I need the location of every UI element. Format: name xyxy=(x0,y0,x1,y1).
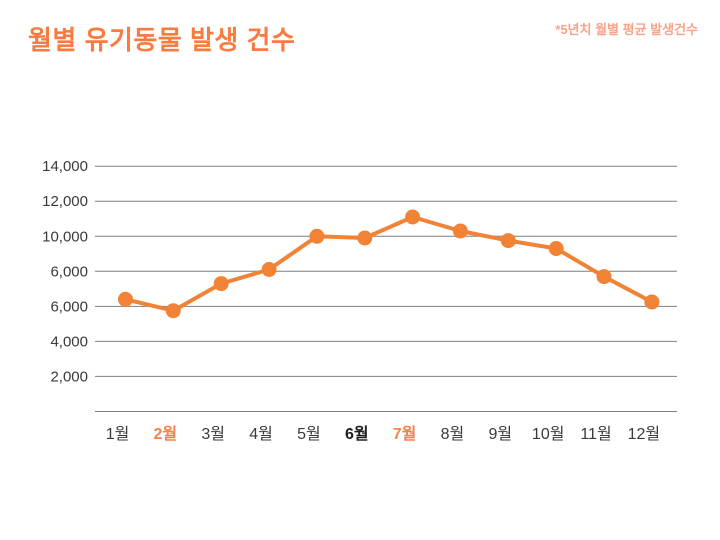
y-tick-label-10000: 10,000 xyxy=(42,228,88,245)
y-tick-label-14000: 14,000 xyxy=(42,158,88,175)
y-tick-label-12000: 12,000 xyxy=(42,193,88,210)
data-point-3월 xyxy=(213,276,229,292)
data-point-2월 xyxy=(165,303,181,319)
page-title: 월별 유기동물 발생 건수 xyxy=(28,25,296,55)
data-point-10월 xyxy=(548,241,564,256)
x-tick-label-10월: 10월 xyxy=(532,425,565,443)
data-point-12월 xyxy=(644,294,660,310)
data-point-8월 xyxy=(452,223,468,239)
y-tick-label-8000: 6,000 xyxy=(50,263,88,280)
x-tick-label-5월: 5월 xyxy=(297,425,321,443)
data-point-5월 xyxy=(309,228,325,244)
y-tick-label-6000: 6,000 xyxy=(50,298,88,315)
x-tick-label-6월: 6월 xyxy=(345,425,369,443)
data-point-9월 xyxy=(500,233,516,249)
x-tick-label-1월: 1월 xyxy=(106,425,130,443)
x-tick-label-2월: 2월 xyxy=(153,425,177,443)
y-tick-label-2000: 2,000 xyxy=(50,368,88,385)
data-point-7월 xyxy=(405,209,421,225)
data-point-4월 xyxy=(261,262,277,277)
x-tick-label-7월: 7월 xyxy=(393,425,417,443)
data-point-1월 xyxy=(118,291,133,307)
x-tick-label-11월: 11월 xyxy=(580,425,611,443)
x-tick-label-12월: 12월 xyxy=(628,425,661,443)
data-point-6월 xyxy=(357,230,373,246)
series-line xyxy=(123,215,654,313)
x-tick-label-8월: 8월 xyxy=(441,425,465,443)
y-tick-label-4000: 4,000 xyxy=(50,333,88,350)
data-point-11월 xyxy=(596,269,612,285)
x-tick-label-9월: 9월 xyxy=(488,425,512,443)
x-tick-label-4월: 4월 xyxy=(249,425,273,443)
chart-note: *5년치 월별 평균 발생건수 xyxy=(555,22,698,37)
x-tick-label-3월: 3월 xyxy=(201,425,225,443)
